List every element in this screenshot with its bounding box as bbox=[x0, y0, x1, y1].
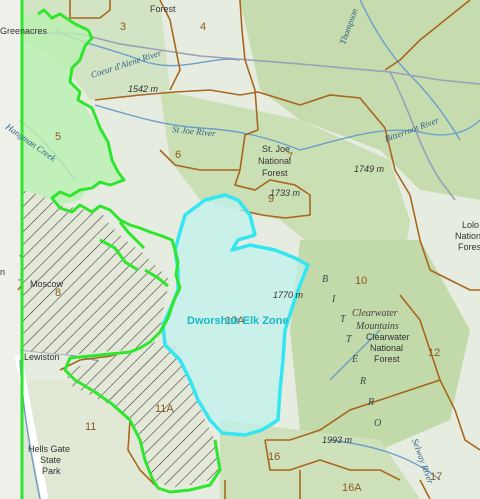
farmland-left bbox=[0, 0, 22, 499]
unit-label-7: 7 bbox=[287, 151, 293, 163]
unit-label-6: 6 bbox=[175, 149, 181, 161]
place-hells-gate-3: Park bbox=[42, 466, 61, 476]
unit-label-16: 16 bbox=[268, 451, 280, 463]
unit-label-11a: 11A bbox=[155, 403, 174, 415]
bitterroot-letter: B bbox=[322, 274, 328, 285]
unit-label-9: 9 bbox=[268, 193, 274, 205]
place-greenacres: Greenacres bbox=[0, 26, 48, 36]
bitterroot-letter: T bbox=[340, 314, 347, 325]
unit-label-8: 8 bbox=[55, 287, 61, 299]
unit-label-17: 17 bbox=[430, 471, 442, 483]
green-area-north bbox=[22, 14, 120, 205]
place-stjoe-2: National bbox=[258, 156, 291, 166]
place-stjoe-3: Forest bbox=[262, 168, 288, 178]
river-st-joe: St Joe River bbox=[172, 124, 217, 139]
place-lolo-2: National bbox=[455, 231, 480, 241]
elevation-label-4: 1770 m bbox=[273, 290, 304, 300]
place-hells-gate-1: Hells Gate bbox=[28, 444, 70, 454]
forest-northeast bbox=[240, 0, 480, 200]
hatched-area-south bbox=[65, 340, 220, 488]
green-boundary-south bbox=[157, 439, 222, 494]
green-fragments bbox=[99, 221, 169, 288]
region-clearwater-mtns-1: Clearwater bbox=[352, 308, 398, 319]
elevation-label-3: 1733 m bbox=[270, 188, 301, 198]
unit-label-3: 3 bbox=[120, 21, 126, 33]
elevation-label-5: 1993 m bbox=[322, 435, 353, 445]
zone-label[interactable]: Dworshak Elk Zone bbox=[187, 315, 288, 327]
place-stjoe-1: St. Joe bbox=[262, 144, 290, 154]
place-clearwater-nf-3: Forest bbox=[374, 354, 400, 364]
bitterroot-letter: R bbox=[359, 376, 366, 387]
unit-label-10a: 10A bbox=[225, 315, 245, 327]
place-clearwater-nf-1: Clearwater bbox=[366, 332, 410, 342]
hatched-area-west bbox=[22, 190, 170, 355]
place-hells-gate-2: State bbox=[40, 455, 61, 465]
unit-label-5: 5 bbox=[55, 131, 61, 143]
place-lewiston: Lewiston bbox=[24, 352, 60, 362]
elevation-label-1: 1542 m bbox=[128, 84, 159, 94]
place-clearwater-nf-2: National bbox=[370, 343, 403, 353]
region-bitterroot-letters: B I T T E R R O bbox=[322, 274, 381, 429]
region-clearwater-mtns-2: Mountains bbox=[355, 321, 399, 332]
unit-label-11: 11 bbox=[85, 421, 96, 433]
bitterroot-letter: O bbox=[374, 418, 381, 429]
forest-east bbox=[290, 240, 470, 450]
unit-label-16a: 16A bbox=[342, 482, 362, 494]
place-lolo-1: Lolo bbox=[462, 220, 479, 230]
unit-label-10: 10 bbox=[355, 275, 367, 287]
bitterroot-letter: E bbox=[351, 354, 358, 365]
elevation-label-2: 1749 m bbox=[354, 164, 385, 174]
bitterroot-letter: I bbox=[331, 294, 336, 305]
place-lolo-3: Forest bbox=[458, 242, 480, 252]
unit-boundaries bbox=[17, 0, 480, 499]
green-boundary bbox=[37, 8, 182, 489]
unit-label-4: 4 bbox=[200, 21, 206, 33]
bitterroot-letter: T bbox=[346, 334, 353, 345]
bitterroot-letter: R bbox=[367, 397, 374, 408]
unit-label-12: 12 bbox=[428, 347, 440, 359]
place-moscow: Moscow bbox=[30, 279, 64, 289]
place-left-edge: n bbox=[0, 267, 5, 277]
place-forest-top: Forest bbox=[150, 4, 176, 14]
